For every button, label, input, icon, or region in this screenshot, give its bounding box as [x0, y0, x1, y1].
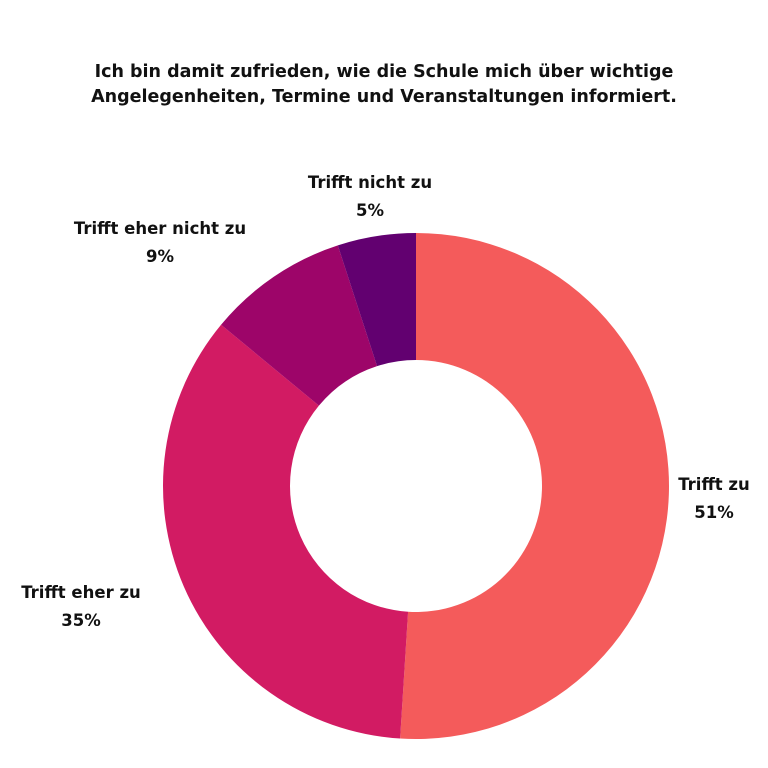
slice-value-label-3: 9%	[146, 247, 174, 266]
slice-value-label-4: 5%	[356, 201, 384, 220]
donut-slice-3	[221, 245, 378, 406]
slice-label-4: Trifft nicht zu	[308, 173, 432, 192]
slice-value-label-1: 51%	[694, 503, 734, 522]
slice-label-2: Trifft eher zu	[21, 583, 141, 602]
chart-title: Ich bin damit zufrieden, wie die Schule …	[34, 60, 734, 110]
slice-label-3: Trifft eher nicht zu	[74, 219, 246, 238]
chart-title-line-1: Ich bin damit zufrieden, wie die Schule …	[94, 62, 674, 82]
slice-value-label-2: 35%	[61, 611, 101, 630]
donut-slices	[163, 233, 670, 739]
slice-label-1: Trifft zu	[678, 475, 750, 494]
donut-slice-2	[163, 324, 409, 739]
donut-slice-4	[337, 233, 416, 367]
slice-labels: Trifft zu 51% Trifft eher zu 35% Trifft eher…	[21, 173, 750, 630]
donut-slice-1	[400, 233, 670, 739]
chart-title-line-2: Angelegenheiten, Termine und Veranstaltu…	[91, 87, 677, 107]
